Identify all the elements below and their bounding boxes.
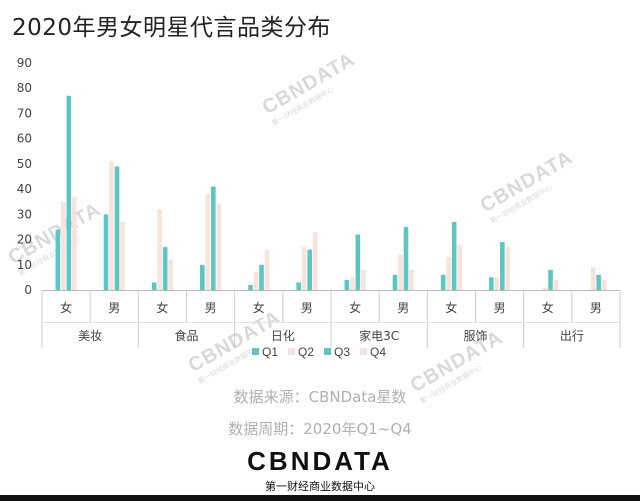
x-subcategory-label: 女 (60, 300, 72, 315)
bar (494, 277, 500, 290)
bar (216, 204, 222, 290)
legend-label: Q2 (298, 345, 314, 359)
bottom-bar (0, 495, 640, 501)
x-subcategory-label: 女 (156, 300, 168, 315)
legend-label: Q3 (334, 345, 350, 359)
x-subcategory-label: 男 (397, 301, 409, 315)
legend-label: Q4 (370, 345, 386, 359)
bar (350, 277, 355, 290)
bar (355, 234, 361, 290)
bar (55, 229, 61, 290)
bar (264, 249, 270, 290)
data-source: 数据来源：CBNData星数 (233, 388, 407, 406)
legend-label: Q1 (262, 345, 278, 359)
bar (307, 249, 312, 290)
bar (253, 272, 259, 290)
x-subcategory-label: 男 (590, 301, 602, 315)
bar (157, 209, 162, 290)
bar (601, 279, 607, 290)
bar (596, 274, 601, 290)
brand-logo-subtitle: 第一财经商业数据中心 (265, 480, 375, 493)
bar (548, 269, 553, 290)
x-subcategory-label: 男 (108, 301, 120, 315)
bar (392, 274, 398, 290)
x-subcategory-label: 男 (205, 301, 217, 315)
bar (151, 282, 157, 290)
x-subcategory-label: 女 (542, 300, 554, 315)
bar (505, 247, 511, 290)
bar (451, 221, 457, 290)
bar (248, 284, 253, 290)
y-tick-label: 60 (17, 132, 32, 146)
bar (66, 95, 72, 291)
bar (259, 264, 264, 290)
page-title: 2020年男女明星代言品类分布 (12, 15, 332, 41)
x-group-label: 日化 (271, 329, 295, 343)
brand-logo: CBNDATA (247, 446, 393, 476)
bar (446, 257, 451, 290)
y-tick-label: 0 (24, 283, 32, 297)
y-tick-label: 80 (17, 81, 32, 95)
bar (114, 166, 120, 290)
x-subcategory-label: 女 (349, 300, 361, 315)
bar (296, 282, 301, 290)
bar (553, 279, 559, 290)
y-tick-label: 40 (17, 182, 32, 196)
bar (500, 242, 505, 290)
legend-swatch (324, 348, 331, 355)
legend-swatch (360, 348, 367, 355)
x-subcategory-label: 女 (445, 300, 457, 315)
x-group-label: 食品 (174, 328, 198, 343)
bar (344, 279, 350, 290)
legend-swatch (252, 348, 259, 355)
y-tick-label: 90 (17, 56, 32, 70)
x-group-label: 服饰 (463, 329, 487, 343)
bar (61, 201, 66, 290)
bar (72, 196, 77, 290)
bar (120, 221, 125, 290)
x-group-label: 出行 (560, 329, 584, 343)
bar (301, 247, 307, 290)
bar (162, 247, 168, 290)
x-subcategory-label: 男 (494, 301, 506, 315)
x-subcategory-label: 女 (253, 300, 265, 315)
bar (409, 269, 414, 290)
bar (542, 287, 548, 290)
x-group-label: 家电3C (359, 328, 399, 343)
bar (457, 244, 462, 290)
data-period: 数据周期：2020年Q1~Q4 (228, 420, 412, 438)
bar (361, 269, 366, 290)
x-subcategory-label: 男 (301, 301, 313, 315)
bar (200, 264, 205, 290)
bar (211, 186, 216, 290)
bar (109, 161, 114, 290)
bar (440, 274, 446, 290)
y-tick-label: 20 (17, 233, 32, 247)
y-tick-label: 30 (17, 207, 32, 221)
bar (403, 226, 409, 290)
bar (590, 267, 596, 290)
bar (312, 231, 318, 290)
x-group-label: 美妆 (78, 329, 102, 343)
y-tick-label: 50 (17, 157, 32, 171)
legend-swatch (288, 348, 295, 355)
y-tick-label: 70 (17, 106, 32, 120)
bar (398, 254, 403, 290)
y-tick-label: 10 (17, 258, 32, 272)
bar (205, 194, 211, 290)
bar (168, 259, 173, 290)
bar (489, 277, 494, 290)
bar (103, 214, 109, 290)
